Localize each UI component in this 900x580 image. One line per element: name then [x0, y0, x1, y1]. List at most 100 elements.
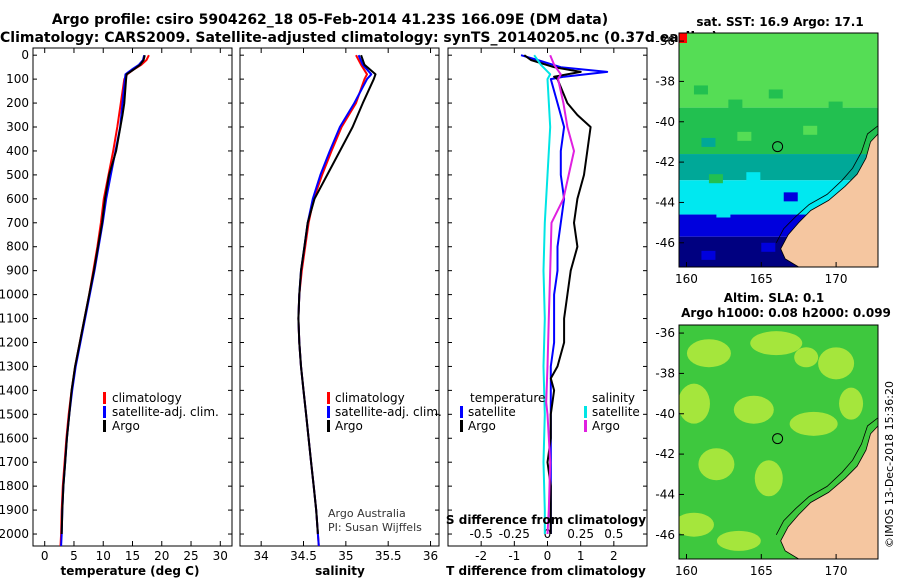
depth-tick-label: 1200 [0, 335, 29, 349]
sst-band [679, 107, 878, 155]
map-y-tick-label: -44 [655, 195, 675, 209]
depth-tick-label: 500 [6, 168, 29, 182]
sst-patch [768, 89, 783, 99]
x-tick-label: 25 [183, 549, 198, 563]
x-tick-label: 20 [154, 549, 169, 563]
sst-patch [737, 131, 752, 141]
salinity-legend: climatology satellite-adj. clim. Argo [327, 391, 442, 433]
sla-anomaly-blob [754, 460, 783, 497]
salinity-panel [239, 47, 440, 547]
legend-label-argo: Argo [112, 419, 140, 433]
sst-patch [708, 174, 723, 184]
sst-patch [761, 242, 776, 252]
legend-title-temperature: temperature [470, 391, 545, 405]
map-y-tick-label: -36 [655, 34, 675, 48]
legend-label-climatology: climatology [112, 391, 182, 405]
legend-swatch-sal-argo [584, 420, 587, 432]
depth-tick-label: 100 [6, 72, 29, 86]
sst-patch [803, 125, 818, 135]
legend-label-temp-argo: Argo [468, 419, 496, 433]
legend-label-sal-argo: Argo [592, 419, 620, 433]
temperature-panel [32, 47, 233, 547]
xlabel-s-difference: S difference from climatology [446, 513, 646, 527]
series-line-argo [297, 54, 377, 535]
depth-tick-label: 1900 [0, 503, 29, 517]
sla-anomaly-blob [750, 331, 803, 356]
x-tick-label: 0 [544, 549, 552, 563]
x-tick-label: 15 [125, 549, 140, 563]
map-y-tick-label: -38 [655, 74, 675, 88]
map-y-tick-label: -44 [655, 487, 675, 501]
legend-label-climatology: climatology [335, 391, 405, 405]
series-line-temperature-argo [523, 54, 592, 534]
sst-patch [828, 101, 843, 111]
map-y-tick-label: -40 [655, 115, 675, 129]
sla-anomaly-blob [733, 395, 774, 424]
map-y-tick-label: -46 [655, 528, 675, 542]
x-tick-label: 35 [338, 549, 353, 563]
sst-band [679, 154, 878, 181]
legend-swatch-sal-satellite [584, 406, 587, 418]
legend-label-satellite: satellite-adj. clim. [335, 405, 442, 419]
sla-anomaly-blob [839, 387, 864, 420]
legend-title-salinity: salinity [592, 391, 635, 405]
legend-swatch-argo [103, 420, 106, 432]
legend-swatch-climatology [103, 392, 106, 404]
legend-swatch-satellite [327, 406, 330, 418]
sst-warm-pixel [679, 33, 687, 43]
sla-anomaly-blob [789, 411, 838, 436]
map-x-tick-label: 170 [825, 272, 848, 286]
s-tick-label: -0.5 [469, 527, 492, 541]
depth-tick-label: 400 [6, 144, 29, 158]
map-y-tick-label: -42 [655, 155, 675, 169]
annotation-line1: Argo Australia [328, 507, 406, 520]
sst-patch [693, 85, 708, 95]
land-new-zealand [780, 425, 878, 559]
x-tick-label: 1 [577, 549, 585, 563]
map-x-tick-label: 170 [825, 564, 848, 578]
sst-patch [701, 137, 716, 147]
map-y-tick-label: -36 [655, 326, 675, 340]
sla-anomaly-blob [679, 383, 710, 424]
map-x-tick-label: 160 [675, 272, 698, 286]
sst-map-title: sat. SST: 16.9 Argo: 17.1 [696, 15, 863, 29]
land-new-zealand [780, 133, 878, 267]
depth-tick-label: 2000 [0, 527, 29, 541]
sla-map-subtitle: Argo h1000: 0.08 h2000: 0.099 [681, 306, 891, 320]
series-line-argo [60, 54, 146, 535]
xlabel-temperature: temperature (deg C) [61, 564, 200, 578]
x-tick-label: 0 [41, 549, 49, 563]
x-tick-label: -1 [508, 549, 520, 563]
salinity-annotation: Argo Australia PI: Susan Wijffels [328, 507, 422, 534]
legend-label-sal-satellite: satellite [592, 405, 640, 419]
legend-swatch-temp-argo [460, 420, 463, 432]
map-x-tick-label: 165 [750, 272, 773, 286]
sla-anomaly-blob [716, 530, 761, 551]
depth-tick-label: 1400 [0, 383, 29, 397]
depth-tick-label: 900 [6, 264, 29, 278]
depth-tick-label: 1700 [0, 455, 29, 469]
map-y-tick-label: -46 [655, 236, 675, 250]
depth-tick-label: 0 [21, 48, 29, 62]
sst-map-frame [678, 32, 879, 268]
x-tick-label: 2 [610, 549, 618, 563]
sla-map [679, 325, 878, 559]
legend-swatch-temp-satellite [460, 406, 463, 418]
legend-label-argo: Argo [335, 419, 363, 433]
profile-location-marker [772, 141, 784, 153]
x-tick-label: 30 [213, 549, 228, 563]
map-x-tick-label: 160 [675, 564, 698, 578]
x-tick-label: 34 [254, 549, 269, 563]
imos-timestamp: ©IMOS 13-Dec-2018 15:36:20 [883, 381, 896, 548]
sla-anomaly-blob [698, 448, 735, 481]
xlabel-salinity: salinity [315, 564, 365, 578]
isobath-line [775, 125, 878, 243]
sla-anomaly-blob [679, 512, 714, 537]
depth-tick-label: 1800 [0, 479, 29, 493]
depth-tick-label: 1600 [0, 431, 29, 445]
legend-swatch-satellite [103, 406, 106, 418]
s-tick-label: -0.25 [499, 527, 530, 541]
depth-tick-label: 1500 [0, 407, 29, 421]
difference-panel [447, 47, 648, 547]
